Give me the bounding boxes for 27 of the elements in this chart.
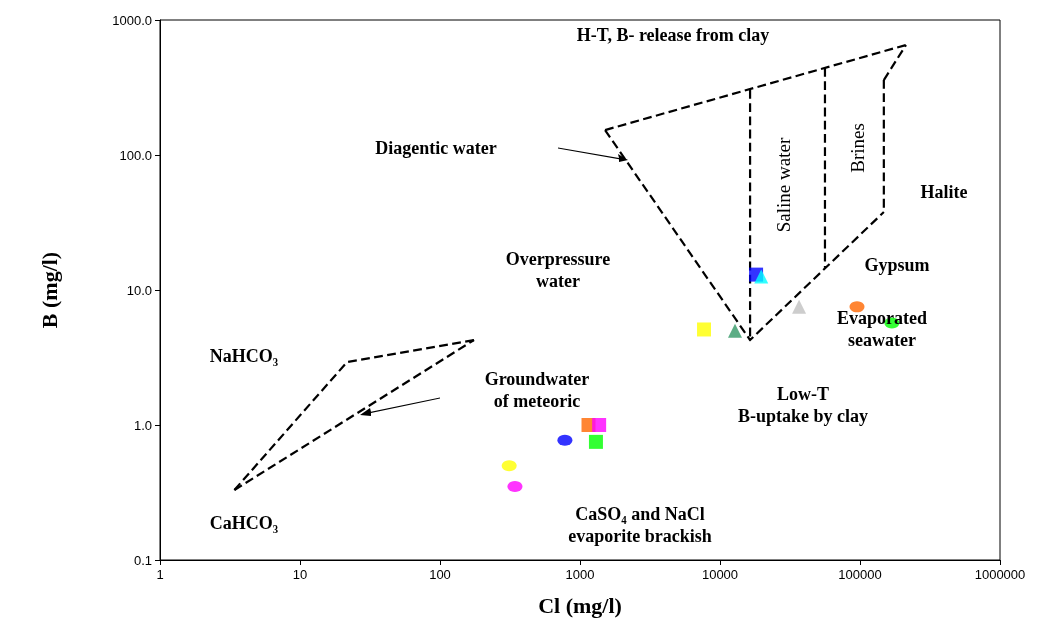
- annotation: Brines: [846, 123, 868, 173]
- annotation: Saline water: [772, 137, 794, 233]
- annotation: Gypsum: [864, 255, 930, 275]
- annotation: Evaporated seawater: [837, 308, 927, 350]
- x-tick-label: 10000: [701, 567, 739, 582]
- y-tick-label: 10.0: [126, 282, 152, 298]
- x-tick-label: 10: [292, 567, 308, 582]
- y-tick-label: 0.1: [133, 552, 152, 568]
- annotation: Overpressure water: [505, 249, 611, 291]
- y-axis-title: B (mg/l): [36, 251, 62, 329]
- y-tick-label: 100.0: [119, 147, 152, 163]
- annotation: NaHCO₃: [209, 346, 279, 366]
- annotation: Diagentic water: [375, 138, 497, 158]
- annotation: H-T, B- release from clay: [576, 25, 770, 45]
- x-tick-label: 100000: [838, 567, 882, 582]
- x-tick-label: 1: [156, 567, 164, 582]
- annotation: CaHCO₃: [209, 513, 279, 533]
- annotation: Groundwater of meteoric: [484, 369, 590, 411]
- x-tick-label: 1000: [565, 567, 595, 582]
- x-tick-label: 100: [429, 567, 451, 582]
- x-axis-title: Cl (mg/l): [538, 592, 622, 618]
- x-tick-label: 1000000: [974, 567, 1026, 582]
- y-tick-label: 1000.0: [112, 12, 152, 28]
- annotation: Low-T B-uptake by clay: [737, 384, 869, 426]
- annotation: Halite: [920, 182, 968, 202]
- annotation: CaSO₄ and NaCl evaporite brackish: [568, 504, 712, 546]
- y-tick-label: 1.0: [133, 417, 152, 433]
